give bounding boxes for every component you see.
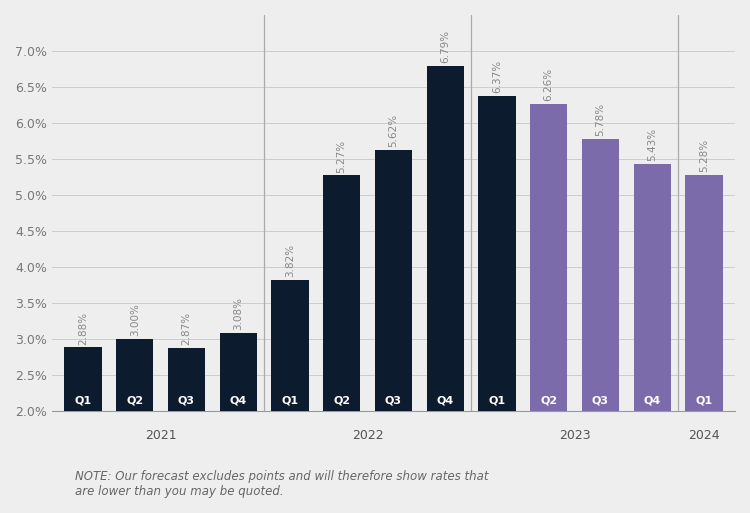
Text: 6.79%: 6.79% [440, 30, 450, 63]
Bar [634, 164, 670, 411]
Text: Q1: Q1 [74, 396, 92, 406]
Bar [686, 175, 722, 411]
Text: Q1: Q1 [281, 396, 298, 406]
Text: 2021: 2021 [145, 428, 176, 442]
Text: 2023: 2023 [559, 428, 590, 442]
Text: Q4: Q4 [644, 396, 661, 406]
Text: Q4: Q4 [436, 396, 454, 406]
Text: Q4: Q4 [230, 396, 247, 406]
Bar [323, 175, 360, 411]
Bar [375, 150, 412, 411]
Bar [427, 66, 464, 411]
Text: Q3: Q3 [592, 396, 609, 406]
Text: 2.87%: 2.87% [182, 312, 191, 345]
Text: Q2: Q2 [126, 396, 143, 406]
Text: 3.00%: 3.00% [130, 303, 140, 336]
Bar [220, 333, 257, 411]
Text: 5.28%: 5.28% [699, 139, 709, 172]
Bar [168, 348, 205, 411]
Bar [64, 347, 101, 411]
Bar [582, 139, 619, 411]
Text: NOTE: Our forecast excludes points and will therefore show rates that
are lower : NOTE: Our forecast excludes points and w… [75, 469, 488, 498]
Text: Q1: Q1 [695, 396, 712, 406]
Text: 2024: 2024 [688, 428, 720, 442]
Text: 3.08%: 3.08% [233, 297, 243, 330]
Bar [478, 96, 515, 411]
Bar [530, 104, 567, 411]
Text: 5.62%: 5.62% [388, 114, 398, 147]
Text: 2.88%: 2.88% [78, 311, 88, 345]
Text: 6.26%: 6.26% [544, 68, 554, 102]
Text: Q1: Q1 [488, 396, 506, 406]
Bar [116, 339, 153, 411]
Text: Q3: Q3 [178, 396, 195, 406]
Text: 5.43%: 5.43% [647, 128, 657, 161]
Text: Q3: Q3 [385, 396, 402, 406]
Text: Q2: Q2 [333, 396, 350, 406]
Bar [272, 280, 308, 411]
Text: 6.37%: 6.37% [492, 61, 502, 93]
Text: 5.27%: 5.27% [337, 140, 346, 172]
Text: 2022: 2022 [352, 428, 383, 442]
Text: Q2: Q2 [540, 396, 557, 406]
Text: 5.78%: 5.78% [596, 103, 605, 136]
Text: 3.82%: 3.82% [285, 244, 295, 277]
